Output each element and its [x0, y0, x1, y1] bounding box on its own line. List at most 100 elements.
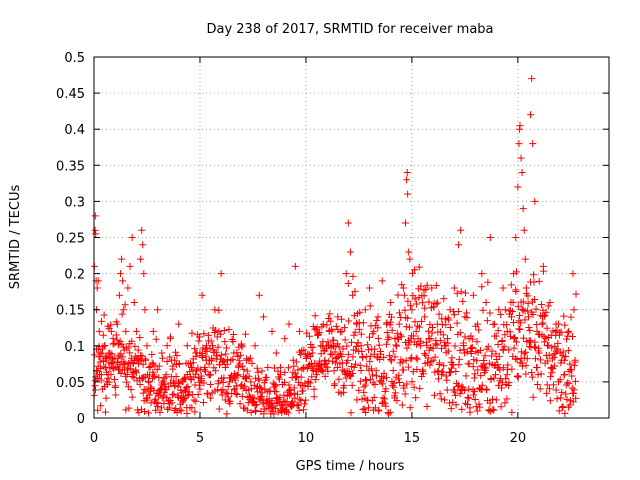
data-point: [366, 333, 374, 341]
data-point: [316, 328, 324, 336]
data-point: [513, 268, 521, 276]
data-point: [91, 212, 99, 220]
data-point: [402, 357, 410, 365]
data-point: [340, 388, 348, 396]
data-point: [515, 325, 523, 333]
data-point: [101, 342, 109, 350]
data-point: [423, 403, 431, 411]
data-point: [231, 376, 239, 384]
data-point: [390, 379, 398, 387]
data-point: [125, 404, 133, 412]
data-point: [211, 326, 219, 334]
data-point: [447, 405, 455, 413]
data-point: [468, 344, 476, 352]
data-point: [399, 284, 407, 292]
data-point: [425, 298, 433, 306]
data-point: [294, 402, 302, 410]
data-point: [494, 340, 502, 348]
data-point: [103, 354, 111, 362]
data-point: [568, 372, 576, 380]
data-point: [470, 388, 478, 396]
data-point: [199, 399, 207, 407]
data-point: [556, 349, 564, 357]
data-point: [567, 313, 575, 321]
data-point: [281, 335, 289, 343]
data-point: [451, 342, 459, 350]
data-point: [145, 409, 153, 417]
data-point: [563, 395, 571, 403]
data-point: [484, 343, 492, 351]
data-point: [157, 404, 165, 412]
data-point: [134, 346, 142, 354]
data-point: [352, 346, 360, 354]
data-point: [405, 323, 413, 331]
data-point: [112, 391, 120, 399]
data-point: [257, 393, 265, 401]
data-point: [457, 288, 465, 296]
data-point: [157, 384, 165, 392]
data-point: [335, 375, 343, 383]
data-point: [456, 346, 464, 354]
data-point: [545, 385, 553, 393]
data-point: [215, 327, 223, 335]
data-point: [250, 394, 258, 402]
data-point: [96, 349, 104, 357]
data-point: [550, 353, 558, 361]
data-point: [340, 382, 348, 390]
data-point: [498, 379, 506, 387]
data-point: [360, 383, 368, 391]
data-point: [366, 302, 374, 310]
data-point: [160, 380, 168, 388]
data-point: [556, 376, 564, 384]
data-point: [102, 394, 110, 402]
data-point: [444, 347, 452, 355]
data-point: [128, 234, 136, 241]
data-point: [570, 306, 578, 314]
data-point: [215, 405, 223, 413]
data-point: [471, 396, 479, 404]
data-point: [136, 380, 144, 388]
data-point: [510, 344, 518, 352]
data-point: [297, 397, 305, 405]
data-point: [543, 324, 551, 332]
data-point: [226, 378, 234, 386]
data-point: [402, 219, 410, 227]
data-point: [482, 364, 490, 372]
data-point: [528, 75, 536, 83]
data-point: [93, 284, 101, 292]
data-point: [323, 321, 331, 329]
data-point: [300, 346, 308, 354]
data-point: [100, 311, 108, 319]
data-point: [232, 390, 240, 398]
data-point: [503, 327, 511, 335]
data-point: [453, 319, 461, 327]
data-point: [382, 320, 390, 328]
data-point: [341, 336, 349, 344]
data-point: [475, 400, 483, 408]
data-point: [411, 266, 419, 274]
x-tick-label: 0: [90, 431, 98, 446]
data-point: [376, 355, 384, 363]
data-point: [543, 381, 551, 389]
data-point: [107, 327, 115, 335]
data-point: [230, 386, 238, 394]
data-point: [450, 284, 458, 292]
data-point: [356, 361, 364, 369]
data-point: [148, 359, 156, 367]
y-tick-label: 0.5: [64, 51, 85, 66]
data-point: [295, 406, 303, 414]
data-point: [432, 300, 440, 308]
data-point: [403, 380, 411, 388]
data-point: [382, 374, 390, 382]
data-point: [374, 313, 382, 321]
data-point: [479, 306, 487, 314]
data-point: [509, 318, 517, 326]
data-point: [526, 327, 534, 335]
data-point: [119, 353, 127, 361]
data-point: [388, 326, 396, 334]
data-point: [214, 343, 222, 351]
data-point: [544, 357, 552, 365]
data-point: [373, 316, 381, 324]
data-point: [296, 395, 304, 403]
data-point: [548, 363, 556, 371]
